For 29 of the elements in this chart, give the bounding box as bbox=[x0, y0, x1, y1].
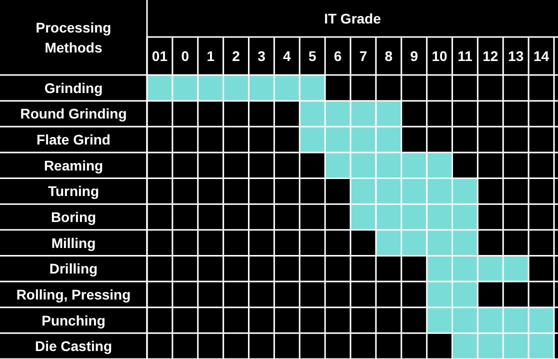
y-tick-label: Flate Grind bbox=[36, 132, 110, 148]
y-tick-label: Milling bbox=[51, 234, 96, 251]
y-tick-label: Round Grinding bbox=[20, 106, 127, 122]
x-tick-label: 6 bbox=[334, 48, 342, 64]
y-tick-label: Drilling bbox=[49, 260, 98, 277]
y-axis-title: Processing Methods bbox=[36, 20, 112, 56]
y-tick-label: Grinding bbox=[44, 80, 103, 96]
y-tick-label: Reaming bbox=[44, 157, 104, 174]
y-tick-label: Rolling, Pressing bbox=[16, 286, 131, 302]
x-tick-label: 5 bbox=[308, 48, 316, 64]
x-tick-label: 14 bbox=[533, 48, 550, 64]
x-tick-label: 1 bbox=[206, 48, 215, 64]
x-tick-label: 7 bbox=[359, 48, 368, 64]
x-tick-label: 8 bbox=[384, 48, 393, 64]
x-tick-label: 3 bbox=[258, 48, 266, 64]
y-tick-label: Punching bbox=[42, 312, 106, 328]
x-tick-label: 13 bbox=[508, 48, 524, 64]
x-tick-label: 4 bbox=[283, 48, 292, 64]
x-tick-label: 2 bbox=[232, 48, 240, 64]
y-tick-label: Turning bbox=[48, 183, 100, 200]
x-axis-title: IT Grade bbox=[324, 10, 382, 26]
x-tick-label: 10 bbox=[432, 48, 448, 64]
x-tick-label: 11 bbox=[458, 48, 473, 64]
x-tick-label: 0 bbox=[181, 48, 190, 64]
x-tick-label: 12 bbox=[482, 48, 498, 64]
y-tick-label: Die Casting bbox=[34, 338, 112, 354]
y-tick-label: Boring bbox=[50, 209, 96, 225]
x-tick-label: 9 bbox=[410, 48, 418, 64]
x-tick-label: 01 bbox=[152, 48, 168, 64]
